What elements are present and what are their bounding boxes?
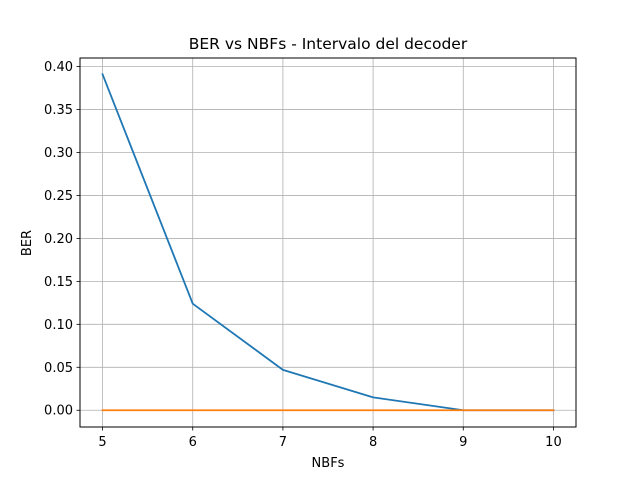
x-tick-label: 9 <box>459 435 467 450</box>
y-tick-label: 0.05 <box>44 361 73 376</box>
chart-title: BER vs NBFs - Intervalo del decoder <box>189 35 468 53</box>
y-tick-label: 0.25 <box>44 189 73 204</box>
x-tick-label: 7 <box>279 435 287 450</box>
y-tick-label: 0.20 <box>44 232 73 247</box>
x-tick-label: 10 <box>545 435 562 450</box>
plot-frame <box>79 57 577 428</box>
x-axis-ticks: 5 6 7 8 9 10 <box>98 427 562 450</box>
x-tick-label: 8 <box>369 435 377 450</box>
grid <box>80 58 576 427</box>
x-tick-label: 6 <box>189 435 197 450</box>
y-tick-label: 0.00 <box>44 404 73 419</box>
series-layer <box>101 73 555 412</box>
y-tick-label: 0.30 <box>44 146 73 161</box>
y-axis-ticks: 0.00 0.05 0.10 0.15 0.20 0.25 0.30 0.35 0.40 <box>44 60 80 419</box>
y-axis-label: BER <box>20 230 35 256</box>
y-tick-label: 0.35 <box>44 103 73 118</box>
y-tick-label: 0.10 <box>44 318 73 333</box>
y-tick-label: 0.15 <box>44 275 73 290</box>
x-axis-label: NBFs <box>312 456 345 471</box>
y-tick-label: 0.40 <box>44 60 73 75</box>
x-tick-label: 5 <box>98 435 106 450</box>
